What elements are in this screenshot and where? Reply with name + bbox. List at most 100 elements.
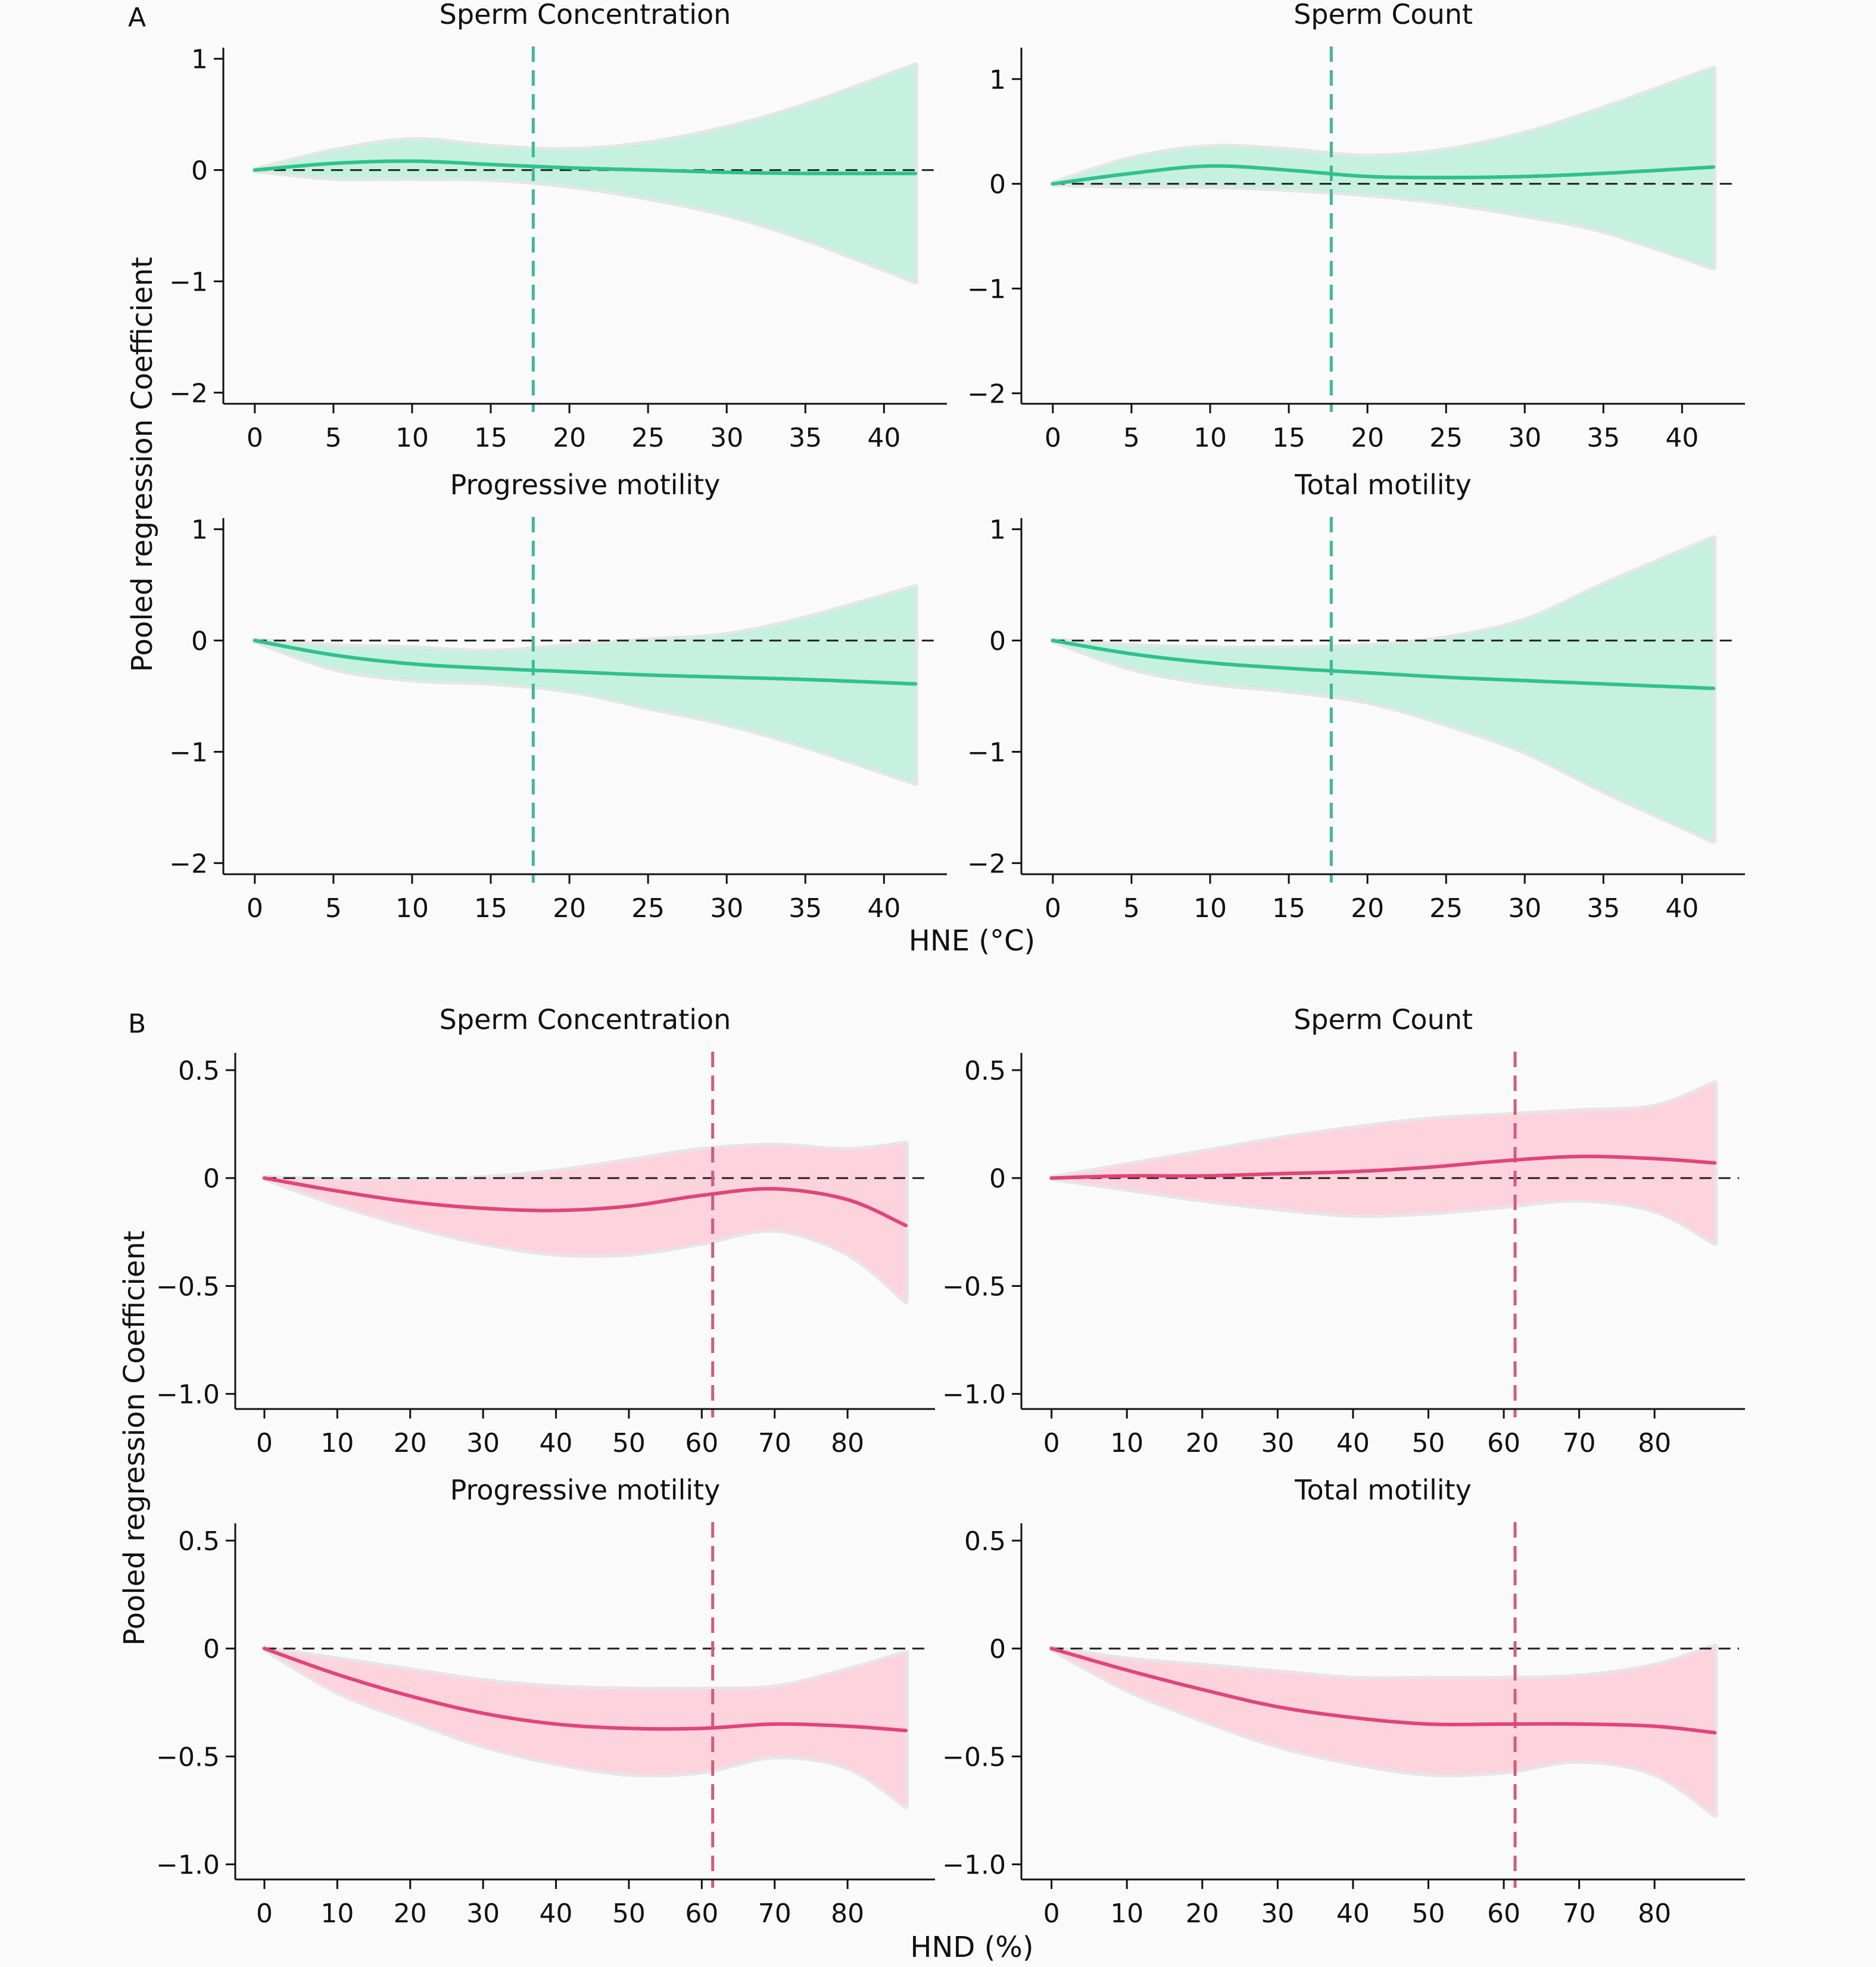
panel-title: Sperm Count xyxy=(1294,1003,1473,1036)
y-axis-title-b: Pooled regression Coefficient xyxy=(118,1230,151,1645)
y-tick-label: 0 xyxy=(191,626,208,657)
y-tick-label: 0 xyxy=(203,1164,220,1194)
fitted-curve xyxy=(1051,164,1716,186)
y-tick-label: 0 xyxy=(191,156,208,186)
y-tick-label: 0.5 xyxy=(964,1526,1006,1557)
x-tick-label: 10 xyxy=(395,423,429,453)
x-tick-label: 0 xyxy=(256,1899,273,1929)
section-a-label: A xyxy=(128,2,146,33)
x-tick-label: 0 xyxy=(1045,893,1061,924)
x-tick-label: 70 xyxy=(758,1899,791,1929)
x-axis-title-a: HNE (°C) xyxy=(909,924,1036,958)
x-tick-label: 0 xyxy=(1043,1899,1060,1929)
panel-title: Sperm Count xyxy=(1294,0,1473,30)
x-tick-label: 60 xyxy=(685,1899,718,1929)
panel-title: Total motility xyxy=(1294,1474,1472,1506)
x-tick-label: 70 xyxy=(1563,1428,1596,1458)
x-tick-label: 0 xyxy=(256,1428,273,1458)
x-tick-label: 15 xyxy=(474,893,507,924)
ci-band xyxy=(254,65,916,282)
ci-band xyxy=(254,587,916,783)
y-tick-label: −2 xyxy=(967,379,1006,409)
x-tick-label: 30 xyxy=(710,893,743,924)
x-tick-label: 40 xyxy=(1665,423,1699,453)
y-tick-label: −1.0 xyxy=(942,1380,1006,1410)
x-tick-label: 35 xyxy=(789,423,822,453)
x-tick-label: 35 xyxy=(1587,893,1620,924)
y-tick-label: −1.0 xyxy=(156,1380,220,1410)
y-tick-label: −2 xyxy=(169,378,208,409)
x-tick-label: 70 xyxy=(1563,1899,1596,1929)
x-tick-label: 35 xyxy=(789,893,822,924)
x-tick-label: 25 xyxy=(1429,893,1463,924)
x-tick-label: 5 xyxy=(325,893,342,924)
x-axis-title-b: HND (%) xyxy=(910,1931,1033,1964)
x-tick-label: 60 xyxy=(685,1428,718,1458)
fitted-curve xyxy=(1049,1154,1717,1180)
y-tick-label: 0 xyxy=(203,1634,220,1664)
x-tick-label: 50 xyxy=(1411,1899,1445,1929)
x-tick-label: 50 xyxy=(612,1899,646,1929)
panel-b-sperm-count: 0.5 0 −0.5 −1.0 0 10 20 30 40 50 60 70 80 Sperm Count xyxy=(942,1003,1745,1458)
panel-title: Sperm Concentration xyxy=(440,0,731,30)
x-tick-label: 50 xyxy=(612,1428,646,1458)
y-tick-label: −2 xyxy=(967,849,1006,879)
x-tick-label: 60 xyxy=(1487,1899,1520,1929)
x-tick-label: 25 xyxy=(631,893,665,924)
x-tick-label: 5 xyxy=(325,423,342,453)
ci-band xyxy=(1051,1646,1715,1815)
x-tick-label: 0 xyxy=(247,893,263,924)
x-tick-label: 40 xyxy=(1336,1899,1370,1929)
y-tick-label: −1 xyxy=(169,737,208,768)
x-tick-label: 70 xyxy=(758,1428,791,1458)
x-tick-label: 40 xyxy=(867,893,900,924)
panel-title: Total motility xyxy=(1294,469,1472,501)
panel-title: Progressive motility xyxy=(450,1474,721,1506)
x-tick-label: 30 xyxy=(1261,1428,1294,1458)
y-tick-label: 0 xyxy=(989,1634,1006,1664)
x-tick-label: 10 xyxy=(320,1428,354,1458)
x-tick-label: 0 xyxy=(1045,423,1061,453)
x-tick-label: 25 xyxy=(631,423,665,453)
x-tick-label: 10 xyxy=(1110,1428,1143,1458)
fitted-curve xyxy=(263,1176,908,1227)
section-b-label: B xyxy=(128,1009,146,1039)
y-tick-label: 0 xyxy=(989,626,1006,657)
x-tick-label: 60 xyxy=(1487,1428,1520,1458)
x-tick-label: 40 xyxy=(1336,1428,1370,1458)
x-tick-label: 30 xyxy=(466,1899,500,1929)
x-tick-label: 30 xyxy=(466,1428,500,1458)
x-tick-label: 80 xyxy=(831,1428,864,1458)
x-tick-label: 10 xyxy=(1193,893,1227,924)
panel-b-progressive-motility: 0.5 0 −0.5 −1.0 0 10 20 30 40 50 60 70 80 Progressive… xyxy=(156,1474,935,1929)
x-tick-label: 20 xyxy=(1186,1428,1219,1458)
panel-b-total-motility: 0.5 0 −0.5 −1.0 0 10 20 30 40 50 60 70 80 Total motil… xyxy=(942,1474,1745,1929)
x-tick-label: 80 xyxy=(1638,1428,1671,1458)
ci-band xyxy=(1052,538,1714,841)
y-tick-label: −0.5 xyxy=(942,1742,1006,1772)
x-tick-label: 30 xyxy=(1261,1899,1294,1929)
x-tick-label: 30 xyxy=(710,423,743,453)
x-tick-label: 20 xyxy=(553,893,586,924)
y-tick-label: 0.5 xyxy=(178,1056,220,1086)
x-tick-label: 40 xyxy=(540,1428,573,1458)
y-tick-label: 1 xyxy=(191,45,208,75)
x-tick-label: 20 xyxy=(1351,893,1384,924)
x-tick-label: 10 xyxy=(1193,423,1227,453)
ci-band xyxy=(1052,68,1714,268)
panel-title: Sperm Concentration xyxy=(440,1003,731,1036)
y-tick-label: −2 xyxy=(169,849,208,879)
fitted-curve xyxy=(263,1647,908,1732)
y-tick-label: 0 xyxy=(989,170,1006,200)
x-tick-label: 5 xyxy=(1123,893,1140,924)
y-axis-title-a: Pooled regression Coefficient xyxy=(126,257,159,672)
panel-title: Progressive motility xyxy=(450,469,721,501)
fitted-curve xyxy=(1049,1647,1717,1735)
fitted-curve xyxy=(253,159,918,176)
x-tick-label: 10 xyxy=(1110,1899,1143,1929)
x-tick-label: 15 xyxy=(474,423,507,453)
x-tick-label: 25 xyxy=(1429,423,1463,453)
y-tick-label: 1 xyxy=(191,515,208,545)
